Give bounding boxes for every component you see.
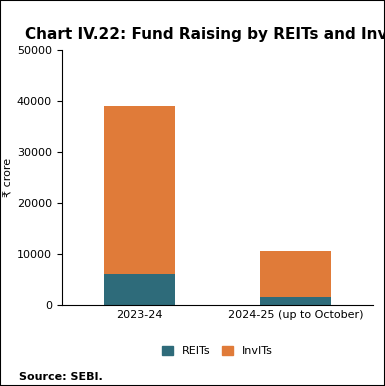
Bar bbox=[104, 106, 175, 274]
Text: Source: SEBI.: Source: SEBI. bbox=[19, 372, 103, 382]
Title: Chart IV.22: Fund Raising by REITs and InvITs: Chart IV.22: Fund Raising by REITs and I… bbox=[25, 27, 385, 42]
Bar bbox=[260, 251, 331, 297]
Legend: REITs, InvITs: REITs, InvITs bbox=[158, 341, 277, 361]
Bar bbox=[104, 274, 175, 305]
Y-axis label: ₹ crore: ₹ crore bbox=[4, 158, 14, 197]
Bar bbox=[260, 297, 331, 305]
